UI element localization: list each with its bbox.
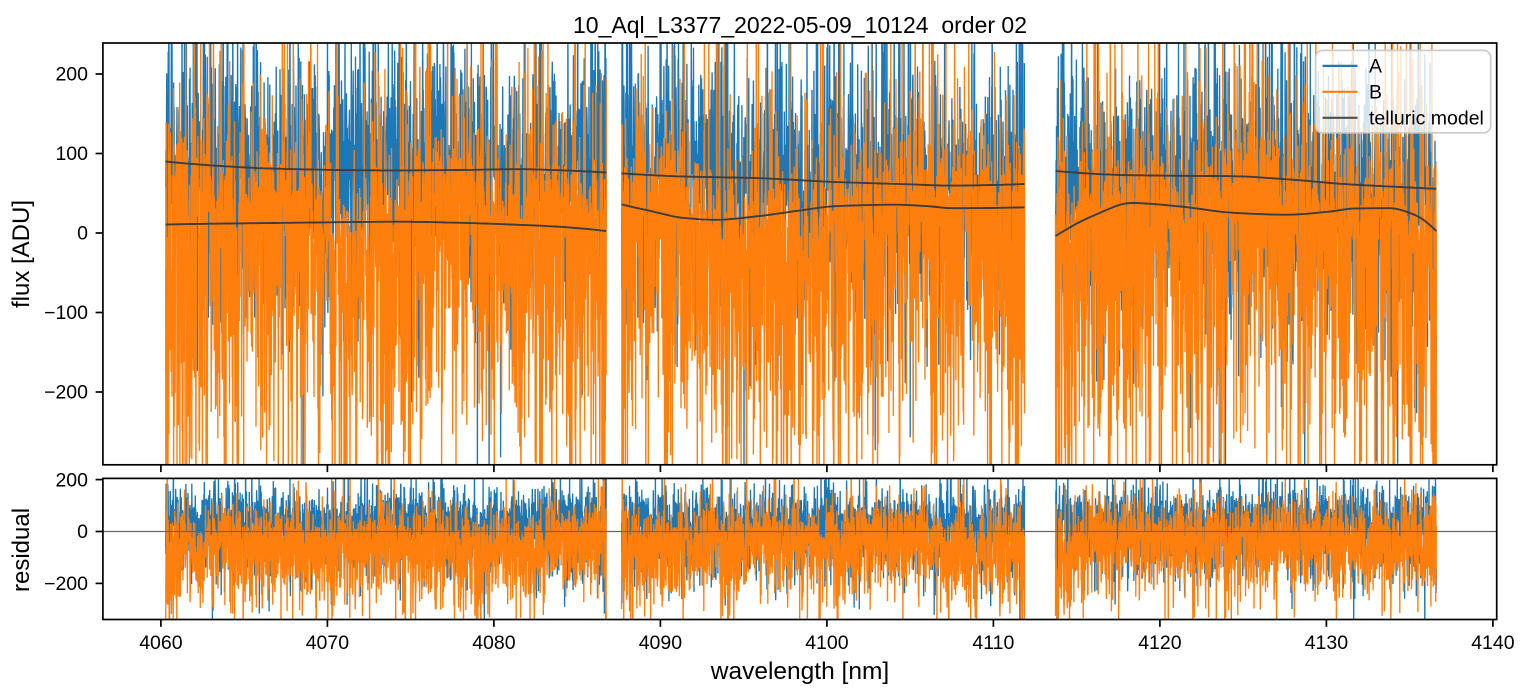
svg-text:B: B <box>1369 82 1382 104</box>
svg-text:A: A <box>1369 56 1382 78</box>
svg-text:4140: 4140 <box>1471 632 1515 654</box>
svg-text:0: 0 <box>77 223 88 245</box>
svg-text:flux [ADU]: flux [ADU] <box>8 200 35 308</box>
svg-text:200: 200 <box>55 469 88 491</box>
svg-text:residual: residual <box>8 508 35 592</box>
svg-text:10_Aql_L3377_2022-05-09_10124: 10_Aql_L3377_2022-05-09_10124 order 02 <box>573 12 1027 38</box>
svg-text:0: 0 <box>77 521 88 543</box>
svg-text:200: 200 <box>55 64 88 86</box>
svg-text:wavelength [nm]: wavelength [nm] <box>710 658 889 685</box>
svg-text:4110: 4110 <box>972 632 1014 654</box>
svg-text:100: 100 <box>55 143 88 165</box>
svg-text:−200: −200 <box>44 382 88 404</box>
svg-text:4080: 4080 <box>472 632 516 654</box>
svg-text:4060: 4060 <box>139 632 183 654</box>
svg-text:telluric model: telluric model <box>1369 108 1484 130</box>
svg-text:4120: 4120 <box>1138 632 1182 654</box>
svg-text:4090: 4090 <box>639 632 683 654</box>
svg-text:4070: 4070 <box>306 632 350 654</box>
svg-text:4130: 4130 <box>1305 632 1349 654</box>
svg-text:4100: 4100 <box>805 632 849 654</box>
svg-text:−100: −100 <box>44 302 88 324</box>
svg-text:−200: −200 <box>44 573 88 595</box>
